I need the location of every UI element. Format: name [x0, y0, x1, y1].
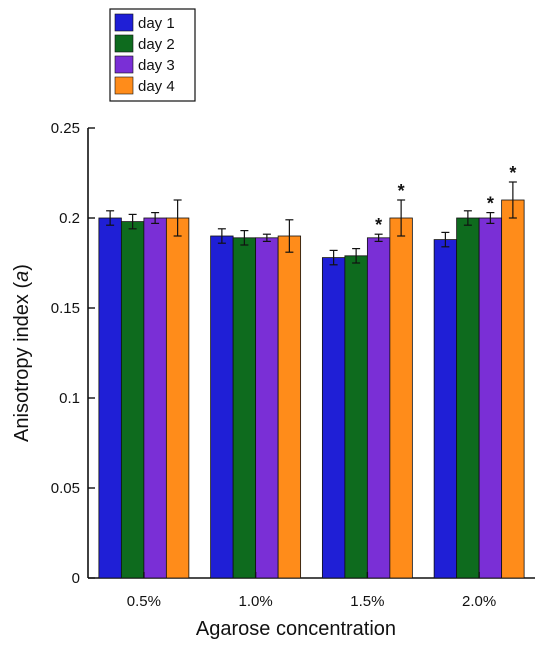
bar-day-3-1.5%: [366, 237, 391, 579]
significance-marker: *: [487, 194, 494, 214]
bar-day-3-2.0%: [478, 217, 503, 579]
significance-marker: *: [509, 163, 516, 183]
bar-day-4-0.5%: [165, 217, 190, 579]
bar-day-1-1.0%: [210, 235, 234, 579]
y-axis-label-symbol: a: [11, 271, 33, 282]
significance-marker: *: [375, 215, 382, 235]
legend-label: day 3: [138, 57, 175, 74]
bar-day-3-0.5%: [143, 217, 167, 579]
y-tick-label: 0.25: [51, 120, 80, 137]
x-axis-label: Agarose concentration: [196, 618, 396, 640]
error-bars: [106, 181, 517, 266]
significance-markers: * * * *: [375, 163, 516, 235]
legend-swatch: [114, 76, 134, 95]
bar-day-2-0.5%: [120, 221, 145, 579]
bar-day-4-1.0%: [277, 235, 302, 579]
y-tick-label: 0.2: [59, 210, 80, 227]
bar-day-2-2.0%: [456, 217, 480, 579]
y-axis-label-close: ): [11, 264, 33, 271]
bar-day-2-1.5%: [344, 255, 368, 579]
bar-day-3-1.0%: [255, 237, 279, 579]
legend: day 1 day 2 day 3 day 4: [109, 8, 196, 102]
y-tick-label: 0.1: [59, 390, 80, 407]
legend-swatch: [114, 34, 134, 53]
y-ticks: 0 0.05 0.1 0.15 0.2 0.25: [51, 120, 95, 587]
legend-label: day 1: [138, 15, 175, 32]
x-tick-label: 0.5%: [127, 593, 161, 610]
significance-marker: *: [398, 181, 405, 201]
bar-day-1-0.5%: [98, 217, 122, 579]
legend-label: day 4: [138, 78, 175, 95]
y-tick-label: 0.15: [51, 300, 80, 317]
x-tick-label: 1.5%: [350, 593, 384, 610]
bar-day-1-1.5%: [321, 257, 346, 579]
bar-day-2-1.0%: [232, 237, 257, 579]
y-axis-label: Anisotropy index (a): [11, 264, 33, 442]
legend-label: day 2: [138, 36, 175, 53]
bar-day-1-2.0%: [433, 239, 458, 579]
y-tick-label: 0: [72, 570, 80, 587]
bar-day-4-2.0%: [501, 199, 525, 579]
y-tick-label: 0.05: [51, 480, 80, 497]
bars: [98, 199, 525, 579]
legend-swatch: [114, 55, 134, 74]
legend-swatch: [114, 13, 134, 32]
x-tick-label: 1.0%: [239, 593, 273, 610]
x-ticks: 0.5% 1.0% 1.5% 2.0%: [127, 572, 496, 610]
bar-day-4-1.5%: [389, 217, 413, 579]
y-axis-label-main: Anisotropy index (: [11, 282, 33, 442]
x-tick-label: 2.0%: [462, 593, 496, 610]
